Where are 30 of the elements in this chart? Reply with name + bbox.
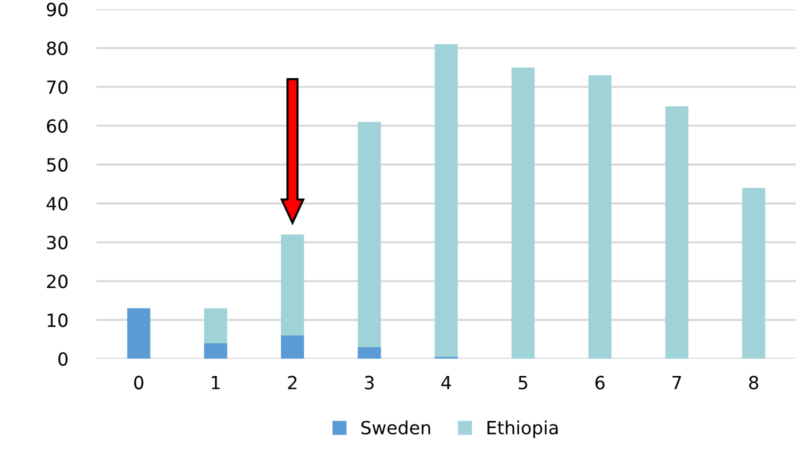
y-tick-label: 50 — [47, 158, 68, 172]
bar — [588, 75, 612, 359]
legend-label: Ethiopia — [488, 420, 558, 438]
bar — [358, 347, 381, 359]
x-tick-label: 2 — [288, 376, 296, 390]
y-tick-label: 90 — [46, 2, 68, 16]
legend-label: Sweden — [361, 420, 430, 434]
x-tick-label: 5 — [518, 376, 528, 390]
x-tick-label: 1 — [212, 376, 220, 390]
y-tick-label: 70 — [47, 80, 68, 94]
bar — [434, 44, 458, 359]
x-tick-label: 0 — [134, 376, 144, 390]
y-tick-label: 40 — [46, 196, 68, 211]
x-tick-label: 3 — [364, 376, 374, 390]
y-tick-label: 80 — [46, 42, 68, 56]
x-tick-label: 6 — [595, 376, 605, 390]
x-tick-label: 4 — [441, 376, 451, 390]
y-tick-label: 30 — [47, 236, 68, 250]
y-tick-label: 10 — [48, 313, 68, 328]
bar — [665, 106, 688, 359]
x-tick-label: 7 — [672, 376, 682, 390]
bar — [742, 188, 766, 359]
bar — [512, 67, 535, 359]
y-tick-label: 0 — [58, 352, 68, 366]
bar — [127, 308, 150, 359]
bar — [280, 335, 304, 359]
bar — [204, 343, 228, 359]
y-tick-label: 20 — [47, 274, 68, 288]
y-tick-label: 60 — [46, 119, 68, 133]
x-tick-label: 8 — [749, 376, 758, 390]
